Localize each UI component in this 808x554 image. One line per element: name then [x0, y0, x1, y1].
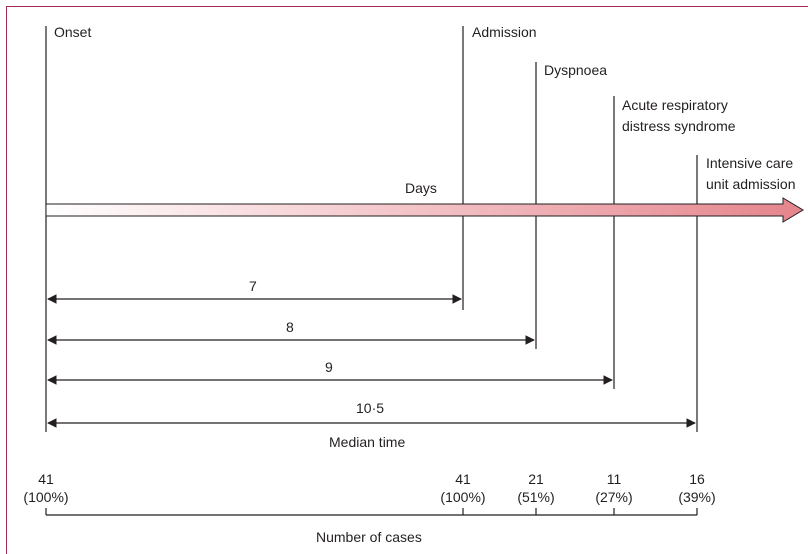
interval-value-ards: 9 [325, 359, 333, 375]
cases-admission-pct: (100%) [440, 489, 486, 505]
interval-value-icu: 10·5 [356, 400, 385, 416]
interval-value-dyspnoea: 8 [286, 319, 294, 335]
ards-label-line1: Acute respiratory [622, 97, 728, 113]
admission-label: Admission [472, 24, 537, 40]
cases-ards-n: 11 [606, 471, 622, 487]
interval-value-admission: 7 [249, 278, 257, 294]
cases-onset-n: 41 [38, 471, 54, 487]
cases-icu-pct: (39%) [678, 489, 716, 505]
cases-dyspnoea-pct: (51%) [517, 489, 555, 505]
median-time-label: Median time [329, 434, 406, 450]
cases-bracket [45, 508, 698, 516]
dyspnoea-label: Dyspnoea [544, 62, 608, 78]
ards-label-line2: distress syndrome [622, 118, 736, 134]
icu-label-line2: unit admission [706, 176, 796, 192]
days-label: Days [405, 180, 437, 196]
days-arrow [45, 197, 804, 223]
cases-admission-n: 41 [455, 471, 471, 487]
icu-label-line1: Intensive care [706, 155, 794, 171]
cases-ards-pct: (27%) [595, 489, 633, 505]
number-of-cases-label: Number of cases [316, 529, 422, 545]
cases-onset-pct: (100%) [23, 489, 69, 505]
onset-label: Onset [54, 24, 92, 40]
cases-icu-n: 16 [689, 471, 705, 487]
figure-frame [6, 6, 808, 554]
cases-dyspnoea-n: 21 [528, 471, 544, 487]
